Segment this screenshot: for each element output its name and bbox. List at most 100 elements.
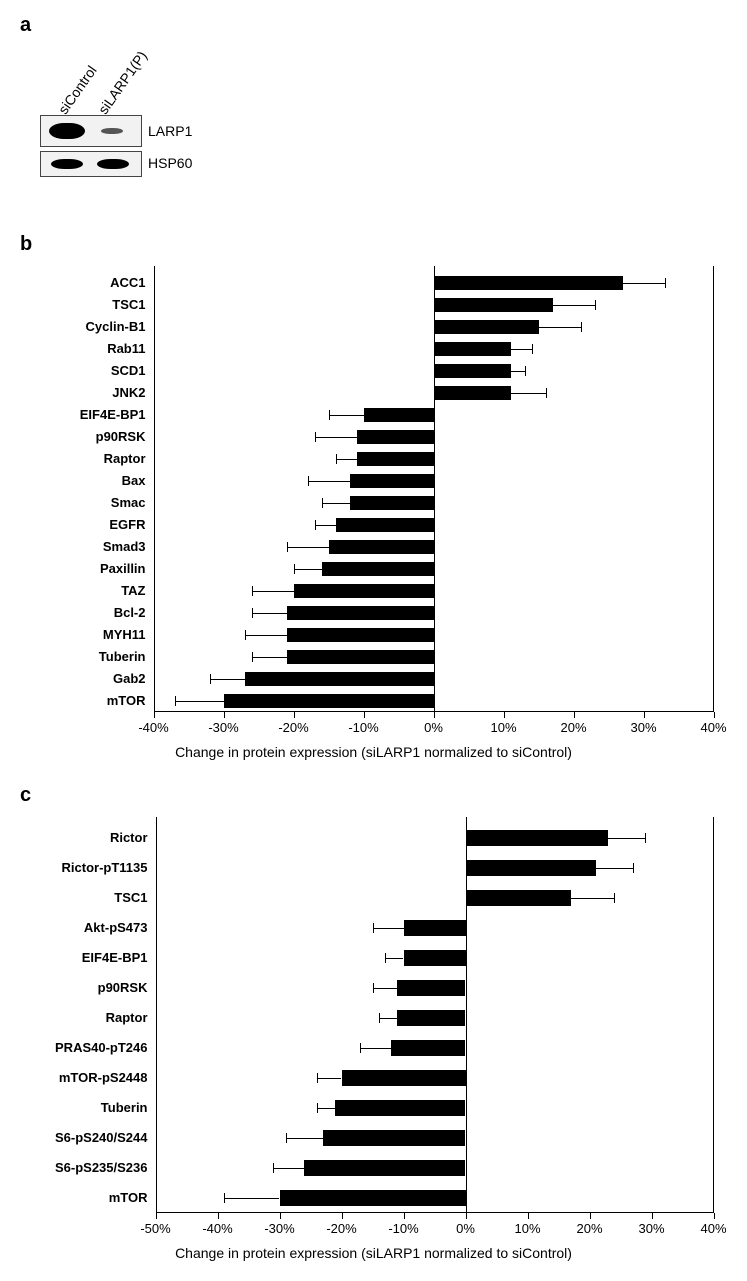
x-tick-label: 30%: [638, 1221, 664, 1236]
bar: [434, 386, 511, 400]
error-bar: [373, 988, 398, 989]
error-cap: [252, 586, 253, 596]
error-bar: [252, 613, 287, 614]
error-cap: [317, 1073, 318, 1083]
error-bar: [245, 635, 287, 636]
error-cap: [532, 344, 533, 354]
band-hsp60-lane0: [51, 159, 83, 169]
category-label: p90RSK: [34, 980, 148, 995]
bar: [434, 276, 623, 290]
bar: [434, 342, 511, 356]
category-label: PRAS40-pT246: [34, 1040, 148, 1055]
x-tick-label: 10%: [514, 1221, 540, 1236]
error-cap: [252, 608, 253, 618]
chart-b-area: ACC1TSC1Cyclin-B1Rab11SCD1JNK2EIF4E-BP1p…: [34, 266, 714, 742]
error-cap: [373, 923, 374, 933]
error-bar: [294, 569, 322, 570]
x-tick-label: 20%: [560, 720, 586, 735]
error-bar: [608, 838, 645, 839]
x-tick-label: -30%: [208, 720, 238, 735]
category-label: TSC1: [34, 890, 148, 905]
error-cap: [665, 278, 666, 288]
error-cap: [315, 520, 316, 530]
error-cap: [645, 833, 646, 843]
category-label: Paxillin: [34, 561, 146, 576]
error-bar: [315, 525, 336, 526]
category-label: SCD1: [34, 363, 146, 378]
bar: [357, 452, 434, 466]
x-tick-label: 0%: [424, 720, 443, 735]
error-bar: [336, 459, 357, 460]
panel-c: RictorRictor-pT1135TSC1Akt-pS473EIF4E-BP…: [20, 817, 727, 1261]
bar: [287, 606, 434, 620]
error-bar: [273, 1168, 304, 1169]
error-cap: [614, 893, 615, 903]
error-bar: [360, 1048, 391, 1049]
error-cap: [373, 983, 374, 993]
bar: [404, 950, 466, 966]
bar: [304, 1160, 465, 1176]
band-larp1-lane0: [49, 123, 85, 139]
error-cap: [525, 366, 526, 376]
error-bar: [210, 679, 245, 680]
figure: a siControl siLARP1(P) LARP1 HSP60 b ACC…: [0, 0, 747, 1281]
category-label: Raptor: [34, 451, 146, 466]
category-label: EIF4E-BP1: [34, 950, 148, 965]
x-tick-label: -40%: [138, 720, 168, 735]
error-cap: [379, 1013, 380, 1023]
x-tick: [652, 1213, 653, 1219]
category-label: Akt-pS473: [34, 920, 148, 935]
bar: [466, 890, 571, 906]
x-tick-label: -30%: [264, 1221, 294, 1236]
error-bar: [317, 1078, 342, 1079]
error-cap: [317, 1103, 318, 1113]
category-label: mTOR: [34, 693, 146, 708]
x-tick-label: 10%: [490, 720, 516, 735]
error-bar: [224, 1198, 280, 1199]
panel-c-label: c: [20, 784, 727, 807]
error-bar: [385, 958, 404, 959]
error-cap: [308, 476, 309, 486]
category-label: S6-pS240/S244: [34, 1130, 148, 1145]
error-bar: [287, 547, 329, 548]
bar: [391, 1040, 465, 1056]
bar: [329, 540, 434, 554]
error-cap: [210, 674, 211, 684]
x-tick-label: -10%: [388, 1221, 418, 1236]
bar: [397, 980, 465, 996]
blot-hsp60: [40, 151, 142, 177]
category-label: S6-pS235/S236: [34, 1160, 148, 1175]
x-tick: [714, 1213, 715, 1219]
lane-label-0: siControl: [55, 63, 100, 117]
error-bar: [571, 898, 614, 899]
category-label: EIF4E-BP1: [34, 407, 146, 422]
error-cap: [287, 542, 288, 552]
x-tick: [504, 712, 505, 718]
bar: [350, 474, 434, 488]
category-label: TSC1: [34, 297, 146, 312]
error-cap: [633, 863, 634, 873]
category-label: mTOR: [34, 1190, 148, 1205]
category-label: Tuberin: [34, 649, 146, 664]
x-tick: [280, 1213, 281, 1219]
category-label: Cyclin-B1: [34, 319, 146, 334]
error-cap: [360, 1043, 361, 1053]
error-cap: [322, 498, 323, 508]
bar: [342, 1070, 466, 1086]
x-tick-label: 0%: [456, 1221, 475, 1236]
x-tick-label: 20%: [576, 1221, 602, 1236]
x-tick-label: -50%: [140, 1221, 170, 1236]
x-tick: [218, 1213, 219, 1219]
error-bar: [511, 349, 532, 350]
category-label: Smac: [34, 495, 146, 510]
error-bar: [539, 327, 581, 328]
x-tick: [224, 712, 225, 718]
bar: [357, 430, 434, 444]
x-tick-label: -20%: [326, 1221, 356, 1236]
zero-axis: [466, 817, 467, 1213]
error-cap: [294, 564, 295, 574]
error-bar: [511, 371, 525, 372]
x-tick: [574, 712, 575, 718]
error-cap: [336, 454, 337, 464]
category-label: mTOR-pS2448: [34, 1070, 148, 1085]
